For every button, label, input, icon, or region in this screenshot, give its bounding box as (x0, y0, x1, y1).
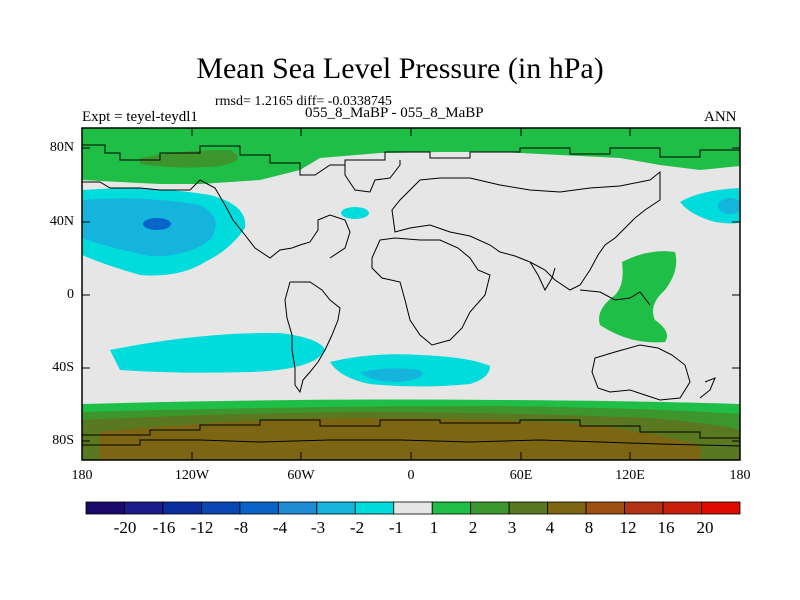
coastline-india (529, 261, 556, 292)
colorbar-box (277, 501, 318, 515)
colorbar (85, 501, 741, 515)
ne-pacific-negative-patch (680, 188, 740, 224)
colorbar-label: 3 (507, 518, 517, 537)
x-tick-60w: 60W (287, 468, 315, 483)
experiment-label: Expt = teyel-teydl1 (82, 109, 198, 125)
colorbar-box (316, 501, 356, 515)
map-field (82, 128, 740, 460)
colorbar-box (431, 501, 472, 515)
colorbar-box (354, 501, 395, 515)
x-tick-180-right: 180 (729, 468, 751, 483)
colorbar-box (239, 501, 279, 515)
colorbar-box (124, 501, 164, 515)
coastline-new-zealand (699, 377, 716, 399)
colorbar-box (547, 501, 587, 515)
colorbar-box (662, 501, 702, 515)
y-tick-0: 0 (67, 287, 74, 302)
colorbar-box (162, 501, 202, 515)
colorbar-label: 1 (429, 518, 439, 537)
coastlines (82, 144, 740, 447)
colorbar-box (508, 501, 549, 515)
coastline-antarctic-shelf (82, 439, 740, 447)
colorbar-label: -20 (113, 518, 137, 537)
y-tick-40s: 40S (52, 360, 74, 375)
coastline-australia (591, 344, 691, 401)
colorbar-label: 16 (657, 518, 675, 537)
colorbar-label: -4 (272, 518, 288, 537)
colorbar-label: -16 (152, 518, 176, 537)
colorbar-box (201, 501, 241, 515)
y-tick-80s: 80S (52, 433, 74, 448)
colorbar-label: -8 (233, 518, 249, 537)
colorbar-label: 2 (468, 518, 478, 537)
colorbar-label: 4 (545, 518, 555, 537)
ne-pacific-negative-core (718, 198, 740, 214)
coastline-greenland (344, 160, 401, 193)
case-label: 055_8_MaBP - 055_8_MaBP (305, 105, 484, 121)
colorbar-label: -1 (388, 518, 404, 537)
colorbar-label: -3 (310, 518, 326, 537)
coastline-north-america (82, 179, 351, 259)
x-tick-60e: 60E (509, 468, 533, 483)
coastline-antarctica (82, 419, 740, 439)
x-tick-120e: 120E (615, 468, 645, 483)
atlantic-negative-patch (341, 207, 369, 219)
asia-positive-patch (599, 251, 677, 343)
axis-ticks (81, 128, 741, 460)
season-label: ANN (704, 109, 737, 125)
colorbar-label: -12 (190, 518, 214, 537)
coastline-south-america (284, 281, 341, 394)
southern-negative-belt-west (110, 332, 325, 373)
colorbar-label: 12 (619, 518, 637, 537)
colorbar-box (585, 501, 625, 515)
colorbar-label: 20 (696, 518, 714, 537)
colorbar-box (701, 501, 741, 515)
stats-line: rmsd= 1.2165 diff= -0.0338745 (215, 94, 392, 109)
southern-negative-mid (360, 368, 423, 382)
colorbar-box (85, 501, 125, 515)
y-tick-40n: 40N (49, 214, 74, 229)
arctic-positive-band (82, 128, 740, 184)
arctic-mid-core (140, 150, 238, 168)
colorbar-box (393, 501, 433, 515)
colorbar-label: 8 (584, 518, 594, 537)
x-tick-0: 0 (407, 468, 415, 483)
coastline-eurasia (391, 170, 661, 291)
southern-positive-brown (100, 418, 700, 460)
coastline-southeast-asia (579, 289, 651, 306)
colorbar-label: -2 (349, 518, 365, 537)
north-pacific-negative-core (143, 218, 171, 230)
plot-title: Mean Sea Level Pressure (in hPa) (196, 52, 604, 85)
x-tick-120w: 120W (174, 468, 210, 483)
coastline-africa (371, 237, 491, 346)
y-tick-80n: 80N (49, 140, 74, 155)
colorbar-box (624, 501, 664, 515)
x-tick-180-left: 180 (71, 468, 93, 483)
colorbar-box (470, 501, 510, 515)
